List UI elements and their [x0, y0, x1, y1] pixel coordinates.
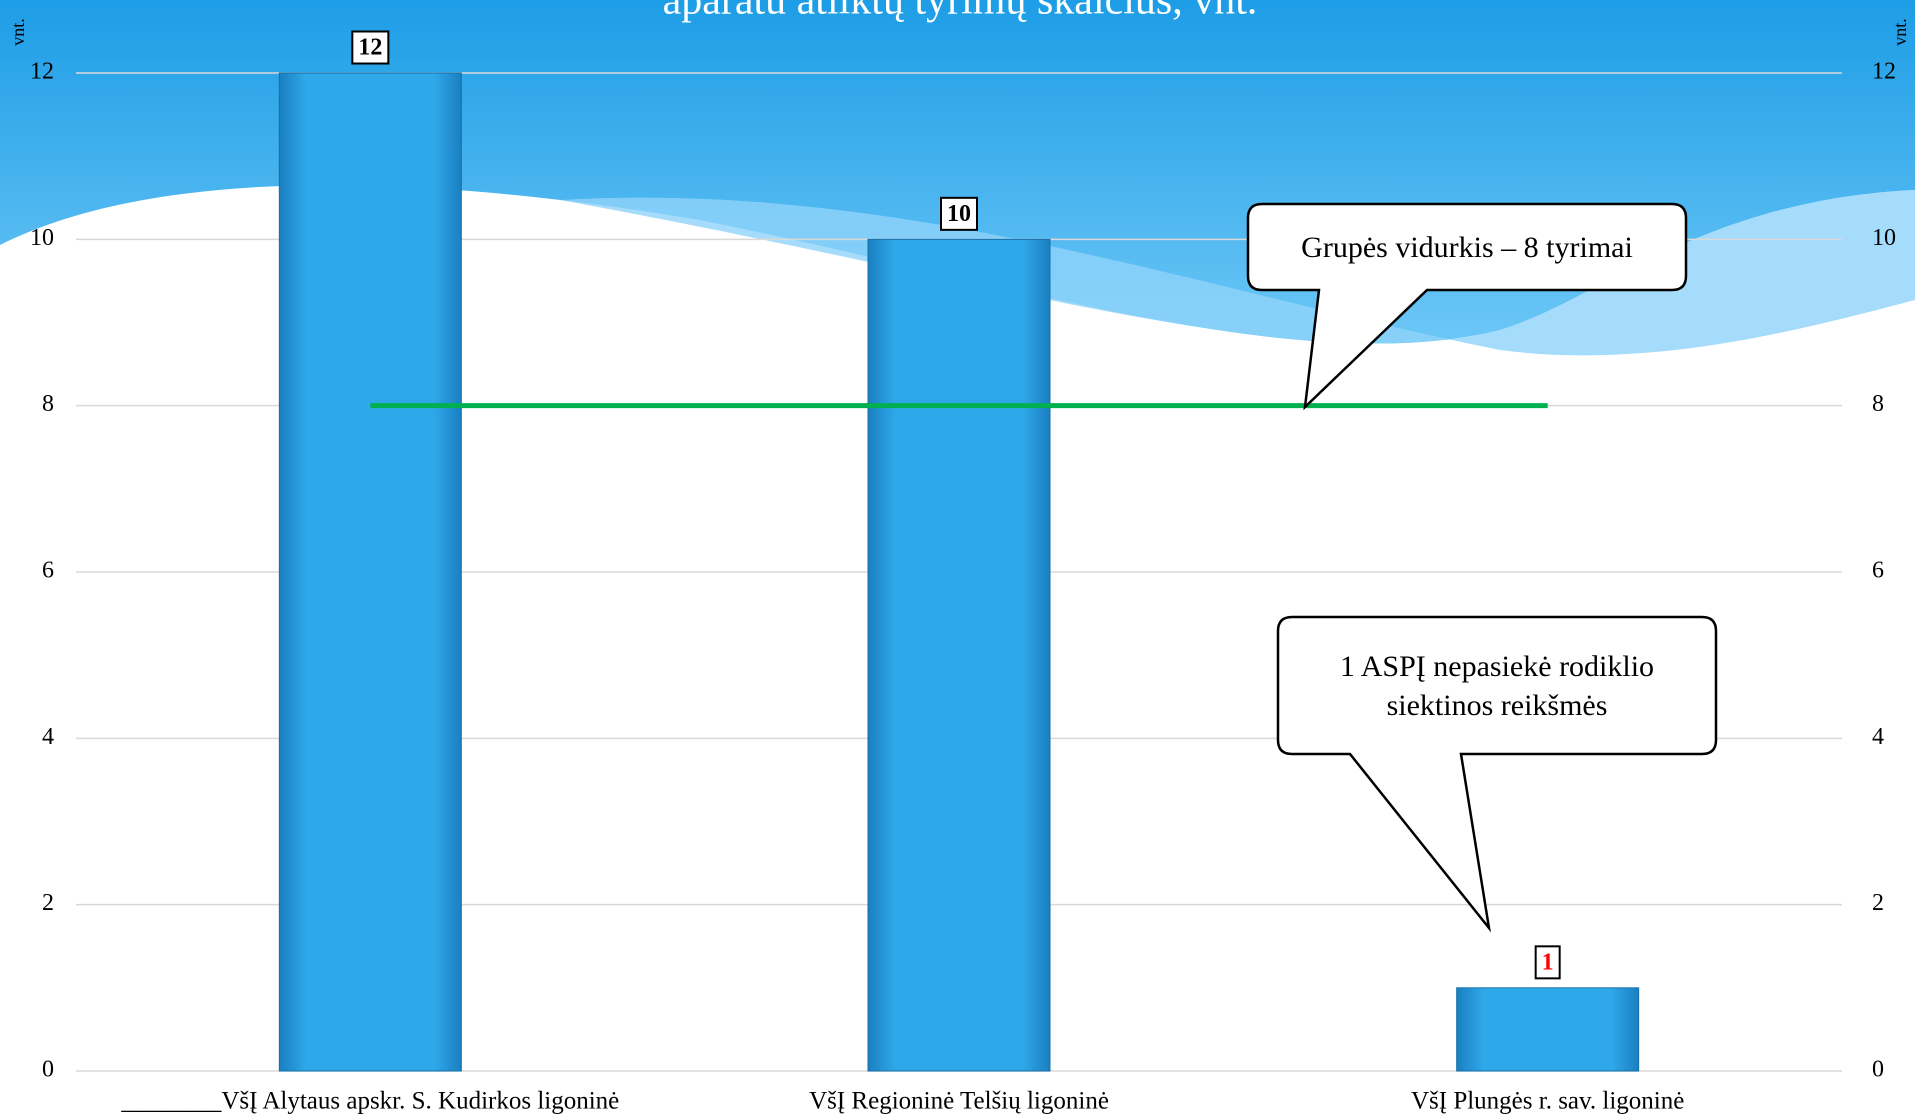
- y-tick-label: 10: [30, 225, 54, 251]
- y-axis-label: vnt.: [8, 18, 28, 46]
- callout-text: 1 ASPĮ nepasiekė rodiklio siektinos reik…: [1298, 617, 1696, 754]
- y-tick-label: 8: [42, 391, 54, 417]
- bar: [868, 239, 1050, 1071]
- x-tick-label: VšĮ Plungės r. sav. ligoninė: [1411, 1088, 1684, 1115]
- y2-tick-label: 12: [1872, 59, 1896, 85]
- chart: aparatu atliktų tyrimų skaičius, vnt. vn…: [0, 0, 1915, 1118]
- page: aparatu atliktų tyrimų skaičius, vnt. vn…: [0, 0, 1915, 1118]
- value-label: 1: [1542, 949, 1554, 975]
- bar: [279, 73, 461, 1071]
- y-tick-label: 12: [30, 59, 54, 85]
- x-tick-label: ________VšĮ Alytaus apskr. S. Kudirkos l…: [120, 1088, 619, 1115]
- y2-tick-label: 8: [1872, 391, 1884, 417]
- value-label: 12: [358, 35, 382, 61]
- y-tick-label: 0: [42, 1057, 54, 1083]
- value-label: 10: [947, 201, 971, 227]
- chart-title: aparatu atliktų tyrimų skaičius, vnt.: [663, 0, 1258, 24]
- y-tick-label: 6: [42, 558, 54, 584]
- y-tick-label: 4: [42, 724, 54, 750]
- y-tick-label: 2: [42, 890, 54, 916]
- y2-tick-label: 6: [1872, 558, 1884, 584]
- y2-axis-label: vnt.: [1890, 18, 1910, 46]
- y2-tick-label: 10: [1872, 225, 1896, 251]
- y2-tick-label: 2: [1872, 890, 1884, 916]
- bar: [1457, 988, 1639, 1071]
- callout-text: Grupės vidurkis – 8 tyrimai: [1268, 204, 1666, 290]
- y2-tick-label: 4: [1872, 724, 1884, 750]
- x-tick-label: VšĮ Regioninė Telšių ligoninė: [809, 1088, 1109, 1115]
- y2-tick-label: 0: [1872, 1057, 1884, 1083]
